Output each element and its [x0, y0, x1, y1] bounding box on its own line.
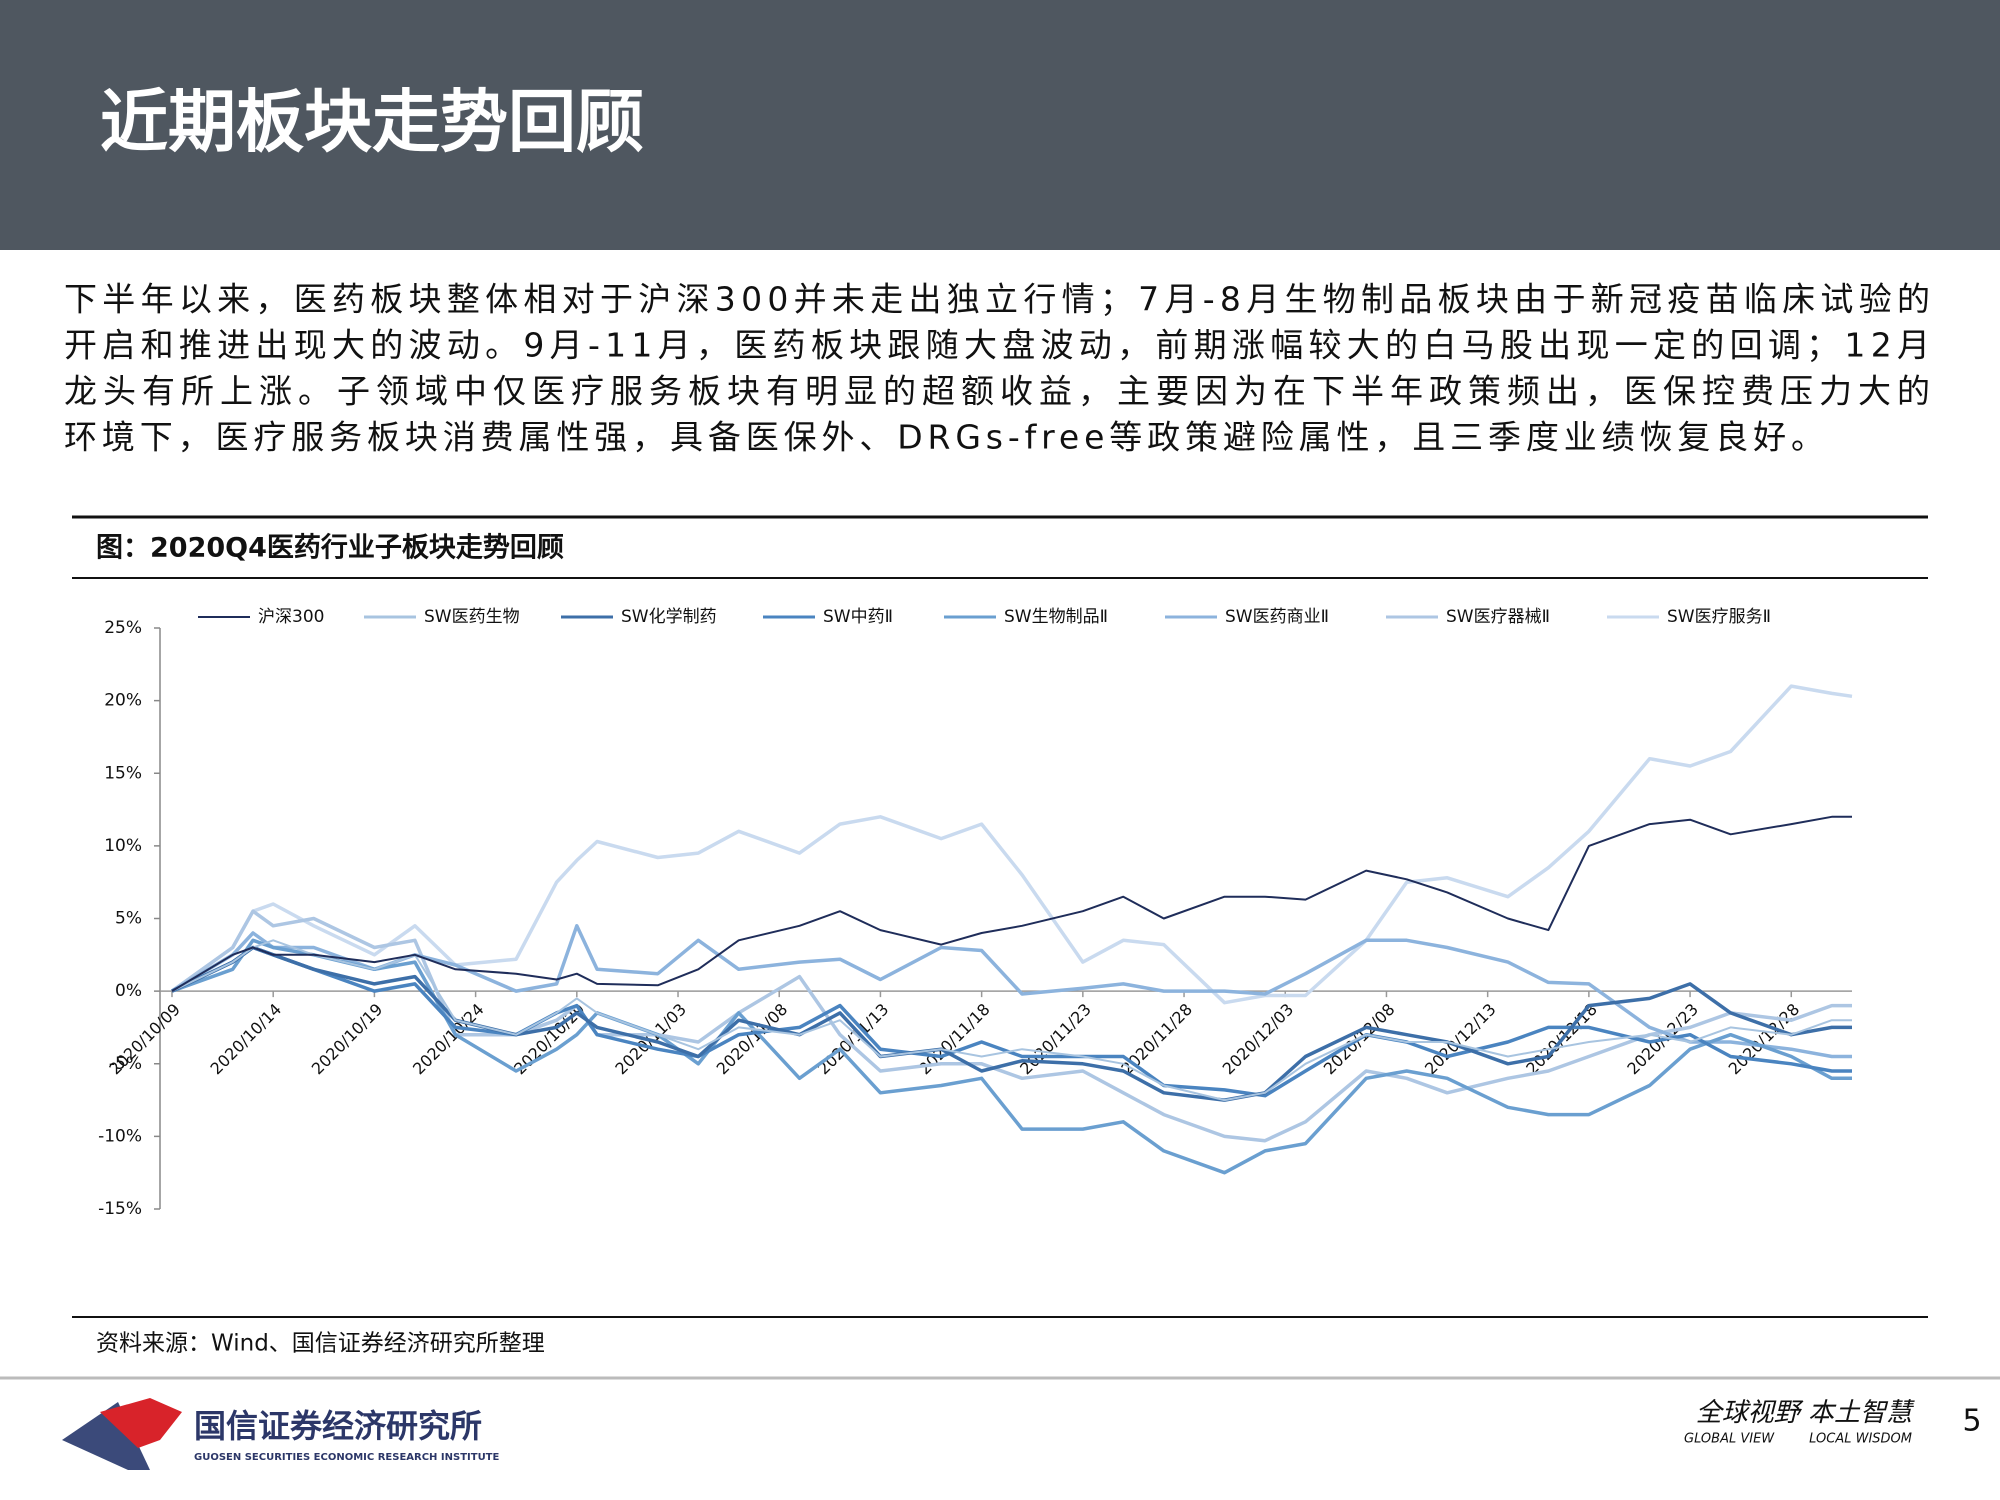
y-tick-label: 0% [115, 981, 142, 1001]
legend-label: SW医药商业Ⅱ [1225, 607, 1329, 627]
y-tick-label: -15% [98, 1199, 142, 1219]
body-line: 开启和推进出现大的波动。9月-11月，医药板块跟随大盘波动，前期涨幅较大的白马股… [64, 326, 1930, 365]
legend-label: SW化学制药 [621, 607, 717, 627]
header-title: 近期板块走势回顾 [100, 83, 644, 163]
page-number: 5 [1962, 1404, 1981, 1439]
header-band [0, 0, 2000, 250]
body-line: 下半年以来，医药板块整体相对于沪深300并未走出独立行情；7月-8月生物制品板块… [64, 280, 1930, 319]
legend-label: 沪深300 [258, 607, 324, 627]
source: 资料来源：Wind、国信证券经济研究所整理 [96, 1331, 545, 1357]
legend-label: SW医疗器械Ⅱ [1446, 607, 1550, 627]
y-tick-label: -5% [109, 1054, 142, 1074]
logo-en: GUOSEN SECURITIES ECONOMIC RESEARCH INST… [194, 1452, 500, 1463]
series-line [171, 938, 1852, 1175]
legend-label: SW生物制品Ⅱ [1004, 607, 1108, 627]
x-tick-label: 2020/12/03 [1219, 1000, 1298, 1079]
x-tick-label: 2020/10/14 [207, 1000, 286, 1079]
x-tick-label: 2020/11/23 [1016, 1000, 1095, 1079]
chart-title: 图：2020Q4医药行业子板块走势回顾 [96, 532, 564, 564]
y-tick-label: 20% [104, 691, 142, 711]
series-line [170, 909, 1852, 1143]
x-tick-label: 2020/10/09 [105, 1000, 184, 1079]
body-line: 环境下，医疗服务板块消费属性强，具备医保外、DRGs-free等政策避险属性，且… [64, 418, 1824, 457]
series-line [170, 684, 1853, 1005]
legend-label: SW中药Ⅱ [823, 607, 893, 627]
series-line [171, 939, 1852, 1102]
x-tick-label: 2020/12/28 [1725, 1000, 1804, 1079]
logo-mark [62, 1398, 182, 1470]
x-tick-label: 2020/11/08 [713, 1000, 792, 1079]
slogan-en: LOCAL WISDOM [1809, 1432, 1912, 1447]
legend-label: SW医疗服务Ⅱ [1667, 607, 1771, 627]
y-tick-label: 15% [104, 763, 142, 783]
slogan: 全球视野 本土智慧 [1696, 1398, 1915, 1428]
y-tick-label: 5% [115, 909, 142, 929]
series-line [171, 924, 1852, 1059]
logo-text: 国信证券经济研究所 [194, 1407, 482, 1445]
series-line [171, 945, 1852, 1102]
y-tick-label: -10% [98, 1126, 142, 1146]
legend-label: SW医药生物 [424, 607, 520, 627]
series-line [171, 945, 1852, 1098]
x-tick-label: 2020/10/19 [308, 1000, 387, 1079]
y-tick-label: 10% [104, 836, 142, 856]
series-line [171, 815, 1852, 992]
slogan-en: GLOBAL VIEW [1684, 1432, 1775, 1447]
y-tick-label: 25% [104, 618, 142, 638]
body-line: 龙头有所上涨。子领域中仅医疗服务板块有明显的超额收益，主要因为在下半年政策频出，… [64, 372, 1930, 411]
